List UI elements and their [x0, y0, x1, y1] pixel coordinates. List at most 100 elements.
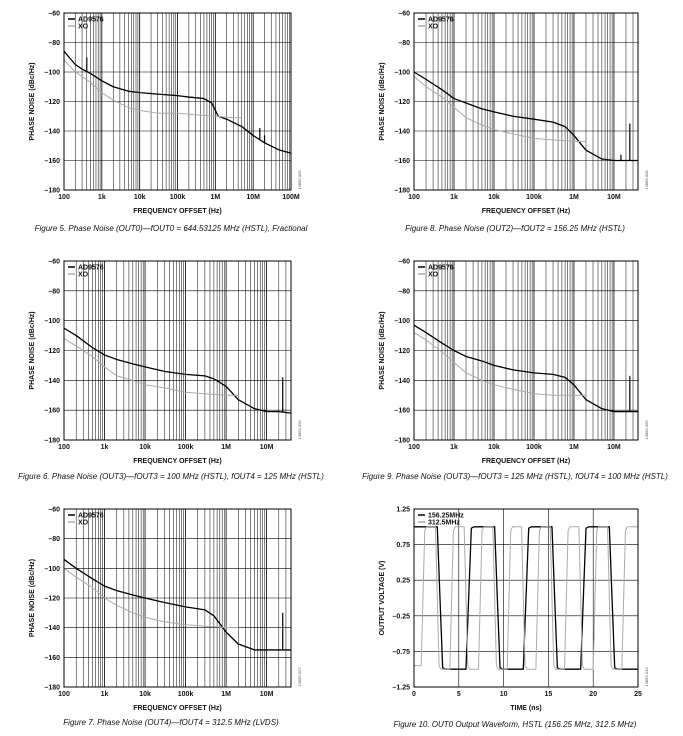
figure-code: 13865-008: [644, 170, 649, 190]
y-tick-label: –140: [394, 378, 410, 385]
x-tick-label: 100: [58, 444, 70, 451]
figure-code: 13865-010: [644, 667, 649, 687]
x-tick-label: 10k: [134, 194, 146, 201]
x-tick-label: 25: [634, 691, 642, 698]
y-axis-title: PHASE NOISE (dBc/Hz): [379, 62, 386, 140]
plot-frame: [413, 260, 639, 441]
legend-label: XO: [78, 520, 89, 527]
x-tick-label: 10k: [488, 444, 500, 451]
x-tick-label: 1k: [98, 194, 106, 201]
figure-caption: Figure 5. Phase Noise (OUT0)—fOUT0 = 644…: [35, 224, 308, 233]
x-tick-label: 10M: [246, 194, 260, 201]
x-tick-label: 10k: [488, 194, 500, 201]
y-tick-label: –100: [44, 318, 60, 325]
x-tick-label: 100k: [178, 691, 194, 698]
figure-code: 13865-007: [297, 667, 302, 687]
x-tick-label: 100k: [178, 444, 194, 451]
x-axis-title: TIME (ns): [510, 705, 542, 712]
x-tick-label: 1M: [569, 444, 579, 451]
figure-code: 13865-005: [297, 170, 302, 190]
y-axis-title: OUTPUT VOLTAGE (V): [379, 561, 386, 636]
x-tick-label: 100k: [526, 444, 542, 451]
y-tick-label: –80: [48, 536, 60, 543]
x-tick-label: 5: [457, 691, 461, 698]
x-tick-label: 100: [58, 691, 70, 698]
x-tick-label: 100k: [526, 194, 542, 201]
series-line-ad9576: [413, 324, 638, 413]
legend-label: XO: [428, 272, 439, 279]
y-tick-label: –80: [398, 40, 410, 47]
x-axis-title: FREQUENCY OFFSET (Hz): [133, 458, 222, 465]
y-tick-label: 1.25: [396, 507, 410, 514]
y-tick-label: –120: [394, 99, 410, 106]
plot-frame: [413, 12, 639, 191]
x-tick-label: 1k: [101, 691, 109, 698]
series-line-xo: [63, 567, 239, 629]
series-line-xo: [63, 59, 242, 119]
legend-label: AD9576: [428, 17, 454, 24]
y-tick-label: –100: [44, 566, 60, 573]
y-tick-label: –120: [394, 348, 410, 355]
grid: [414, 261, 638, 440]
y-tick-label: –180: [44, 188, 60, 195]
grid: [64, 13, 291, 190]
legend-label: AD9576: [78, 513, 104, 520]
y-tick-label: –1.25: [392, 685, 410, 692]
y-tick-label: –100: [44, 70, 60, 77]
x-tick-label: 100: [408, 444, 420, 451]
series-line-ad9576: [413, 71, 638, 162]
y-tick-label: 0.25: [396, 578, 410, 585]
grid: [414, 13, 638, 190]
y-tick-label: –80: [398, 288, 410, 295]
y-tick-label: –60: [48, 507, 60, 514]
y-tick-label: –160: [44, 158, 60, 165]
y-tick-label: –100: [394, 318, 410, 325]
x-tick-label: 1k: [101, 444, 109, 451]
grid: [64, 509, 291, 687]
grid: [64, 261, 291, 440]
plot-frame: [63, 12, 292, 191]
series-line-xo: [413, 332, 586, 396]
x-tick-label: 100: [58, 194, 70, 201]
figure-caption: Figure 9. Phase Noise (OUT3)—fOUT3 = 125…: [362, 472, 668, 481]
legend-label: 312.5MHz: [428, 520, 460, 527]
y-tick-label: –60: [48, 259, 60, 266]
y-axis-title: PHASE NOISE (dBc/Hz): [379, 311, 386, 389]
series-line-ad9576: [63, 327, 292, 414]
legend-label: XO: [428, 24, 439, 31]
series-line-ad9576: [63, 558, 291, 651]
y-tick-label: –120: [44, 99, 60, 106]
x-tick-label: 1k: [450, 194, 458, 201]
y-tick-label: –80: [48, 288, 60, 295]
x-tick-label: 1M: [221, 444, 231, 451]
y-tick-label: –60: [398, 259, 410, 266]
x-tick-label: 0: [412, 691, 416, 698]
legend-label: 156.25MHz: [428, 513, 464, 520]
x-tick-label: 1M: [569, 194, 579, 201]
series-line-312-5mhz: [414, 526, 638, 670]
series-line-ad9576: [63, 50, 292, 154]
plot-frame: [413, 508, 639, 688]
x-tick-label: 10k: [139, 444, 151, 451]
y-tick-label: –180: [394, 438, 410, 445]
y-tick-label: –120: [44, 596, 60, 603]
y-tick-label: –0.75: [392, 649, 410, 656]
y-tick-label: –160: [394, 408, 410, 415]
x-tick-label: 100k: [170, 194, 186, 201]
x-tick-label: 100M: [282, 194, 300, 201]
plot-frame: [63, 508, 292, 688]
y-tick-label: –0.25: [392, 613, 410, 620]
series-line-xo: [413, 76, 586, 142]
legend-label: AD9576: [78, 265, 104, 272]
figure-code: 13865-006: [297, 420, 302, 440]
legend-label: XO: [78, 24, 89, 31]
x-tick-label: 1M: [221, 691, 231, 698]
